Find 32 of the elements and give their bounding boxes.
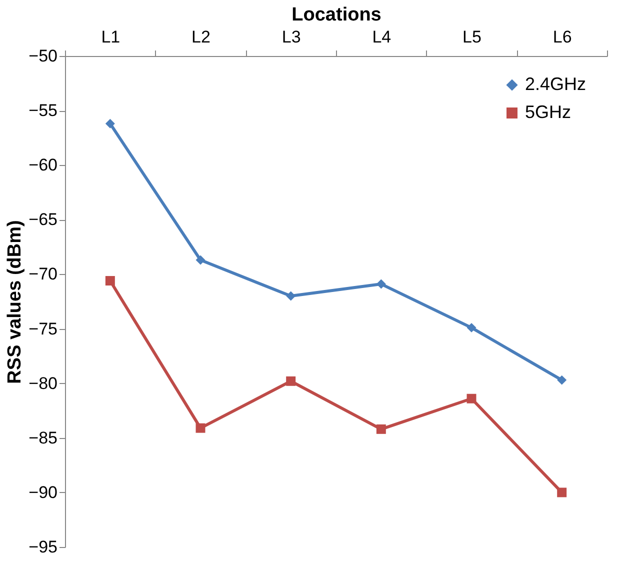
point (466, 322, 476, 332)
point (466, 394, 476, 404)
y-axis-title: RSS values (dBm) (4, 220, 26, 384)
y-tick-label: −90 (28, 482, 58, 502)
x-tick-label: L2 (192, 28, 210, 46)
y-tick-label: −65 (28, 210, 58, 230)
y-tick-label: −80 (28, 374, 58, 393)
x-tick-label: L4 (372, 28, 392, 46)
x-tick-label: L3 (282, 28, 301, 46)
y-tick-label: −55 (28, 101, 58, 120)
legend-label: 5GHz (525, 102, 572, 122)
legend-label: 2.4GHz (525, 74, 586, 94)
point (557, 375, 567, 385)
point (557, 488, 567, 498)
y-tick-label: −70 (28, 264, 58, 284)
point (286, 291, 296, 301)
point (286, 376, 296, 386)
point (376, 424, 386, 434)
y-tick-label: −60 (28, 156, 58, 175)
x-tick-label: L1 (101, 28, 120, 46)
point (196, 255, 206, 265)
point (105, 118, 115, 128)
x-tick-label: L5 (462, 28, 482, 46)
y-tick-label: −75 (28, 319, 58, 338)
x-tick-label: L6 (552, 28, 572, 46)
y-tick-label: −50 (28, 46, 58, 66)
point (196, 423, 206, 433)
y-tick-label: −85 (28, 428, 58, 448)
y-tick-label: −95 (28, 538, 58, 556)
point (105, 276, 115, 286)
point (376, 279, 386, 289)
x-axis-title: Locations (292, 4, 382, 26)
